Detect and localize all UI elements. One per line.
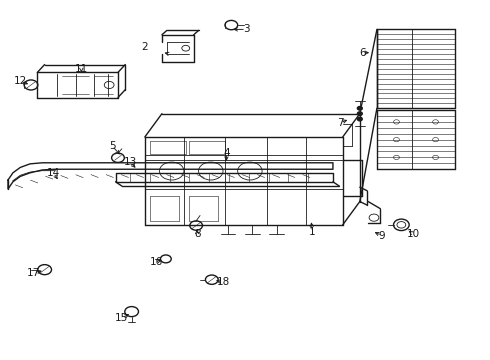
Text: 7: 7 <box>337 118 343 128</box>
Text: 6: 6 <box>359 48 366 58</box>
Circle shape <box>357 112 362 116</box>
Text: 17: 17 <box>27 267 41 278</box>
Text: 10: 10 <box>407 229 419 239</box>
Text: 5: 5 <box>109 141 116 151</box>
Text: 4: 4 <box>223 148 230 158</box>
Text: 18: 18 <box>217 277 230 287</box>
Text: 12: 12 <box>14 76 27 86</box>
Text: 3: 3 <box>243 24 249 35</box>
Text: 11: 11 <box>74 64 88 74</box>
Text: 14: 14 <box>47 168 60 178</box>
Text: 1: 1 <box>309 227 316 237</box>
Circle shape <box>357 107 362 110</box>
Text: 13: 13 <box>123 157 137 167</box>
Text: 2: 2 <box>142 42 148 52</box>
Text: 15: 15 <box>115 313 128 323</box>
Text: 8: 8 <box>194 229 200 239</box>
Circle shape <box>357 117 362 121</box>
Text: 16: 16 <box>149 257 163 267</box>
Text: 9: 9 <box>378 231 385 240</box>
